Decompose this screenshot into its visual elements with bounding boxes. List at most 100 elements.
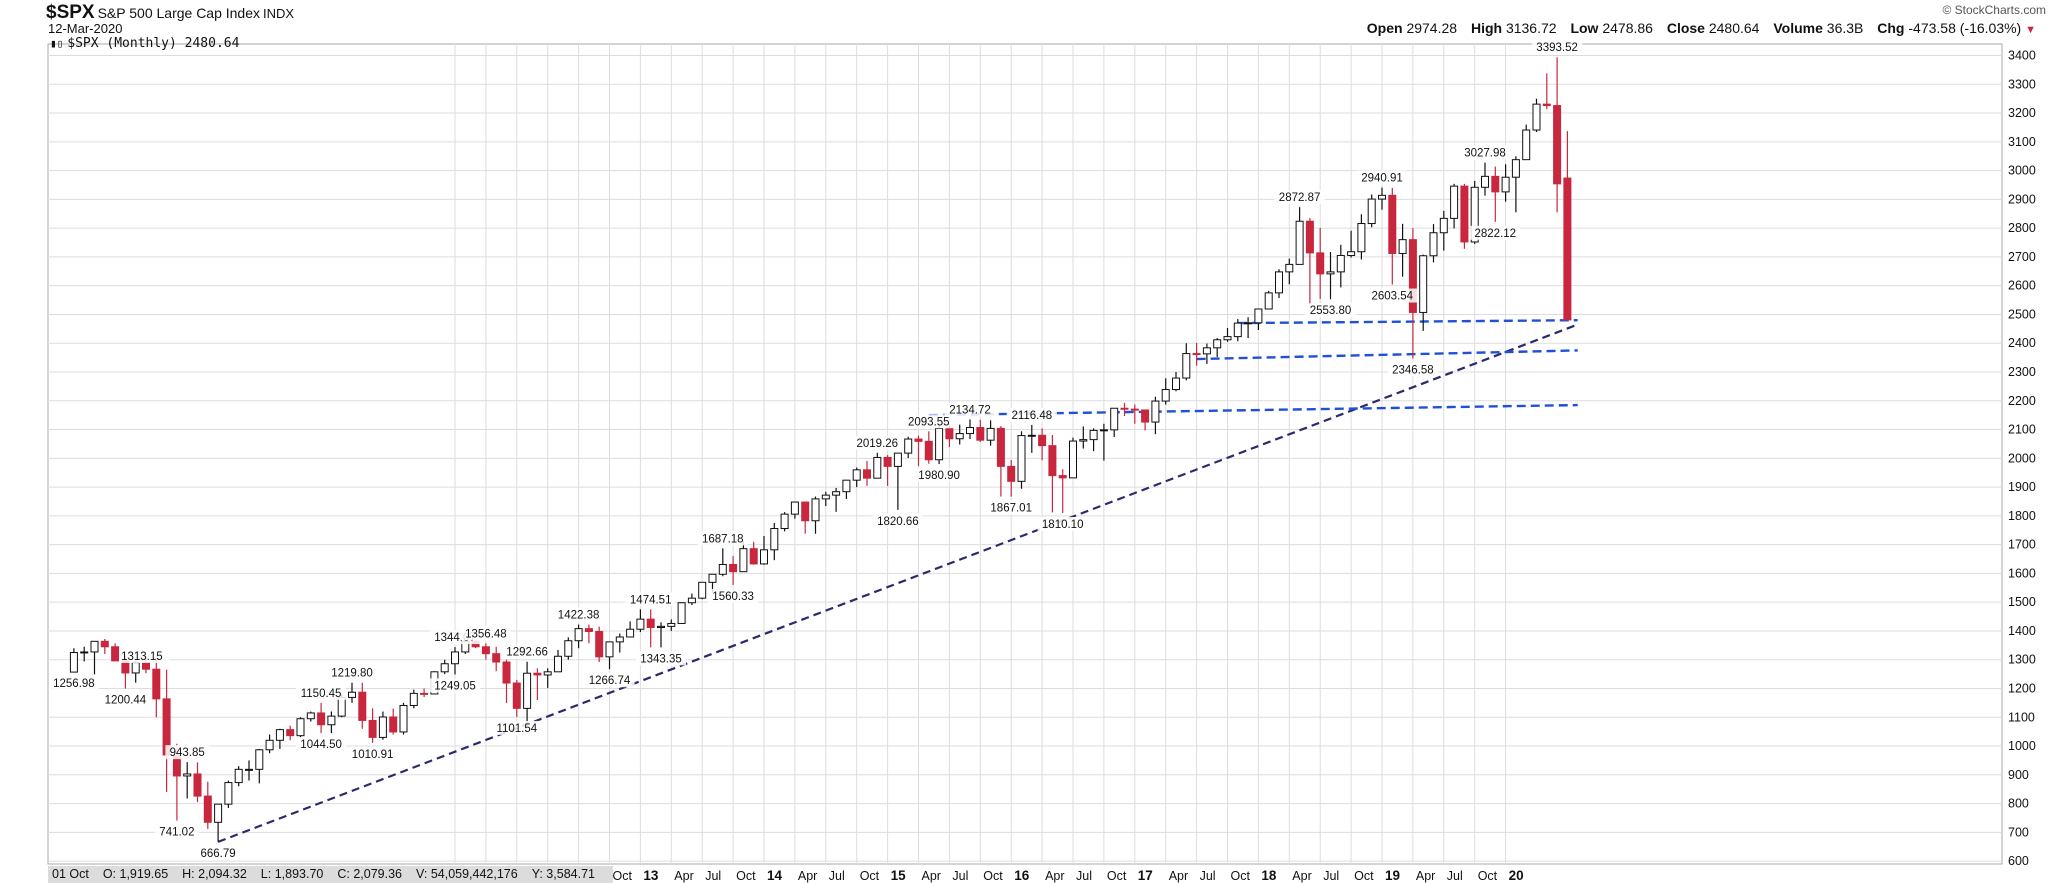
y-tick-label: 3000 [2008, 164, 2036, 178]
x-tick-label: Jul [1447, 869, 1463, 883]
annotation-bg [986, 500, 1037, 515]
x-tick-label: Oct [613, 869, 633, 883]
candle-body [90, 640, 99, 653]
candle-up [811, 496, 820, 534]
candle-up [893, 452, 902, 510]
price-annotation: 2603.54 [1372, 291, 1414, 303]
x-tick-label: Oct [1231, 869, 1251, 883]
price-annotation: 1200.44 [105, 694, 147, 706]
y-tick-label: 1300 [2008, 653, 2036, 667]
candle-up [966, 419, 974, 440]
candle-body [687, 597, 696, 604]
candle-up [1161, 378, 1170, 405]
candle-up [80, 646, 89, 662]
price-annotation: 1249.05 [434, 680, 476, 692]
candle-up [1027, 424, 1036, 453]
candle-body [1378, 194, 1386, 200]
crosshair-info-bar: 01 Oct O: 1,919.65 H: 2,094.32 L: 1,893.70 C… [48, 866, 613, 883]
y-tick-label: 1200 [2008, 681, 2036, 695]
candle-up [399, 702, 408, 735]
x-tick-label: Oct [860, 869, 880, 883]
x-tick-label: Oct [1478, 869, 1498, 883]
candle-down [1542, 73, 1551, 110]
candle-up [69, 648, 78, 673]
price-annotation: 1687.18 [702, 533, 744, 545]
candle-up [770, 523, 779, 561]
y-tick-label: 3200 [2008, 106, 2036, 120]
price-annotation: 1313.15 [121, 651, 163, 663]
candle-body [1213, 339, 1222, 349]
y-tick-label: 1900 [2008, 480, 2036, 494]
volume-label: Volume [1773, 20, 1823, 36]
candle-up [378, 711, 387, 740]
x-tick-label: 17 [1138, 868, 1153, 883]
candle-down [111, 643, 120, 662]
index-name: S&P 500 Large Cap Index [97, 5, 261, 21]
candle-down [1141, 409, 1150, 431]
annotation-bg [296, 685, 347, 700]
candle-down [584, 624, 593, 644]
annotation-bg [347, 746, 398, 761]
candle-up [1347, 230, 1356, 258]
candle-body [234, 768, 243, 784]
uptrend-line [217, 323, 1579, 843]
candle-up [1450, 183, 1459, 229]
candle-body [801, 501, 810, 522]
annotation-bg [460, 626, 511, 641]
candle-up [852, 467, 861, 488]
price-annotation: 1219.80 [331, 668, 373, 680]
candle-body [1305, 220, 1314, 254]
series-legend: ▮▯ $SPX (Monthly) 2480.64 [50, 36, 239, 51]
candle-body [183, 773, 192, 777]
candle-body [863, 469, 871, 479]
candle-body [337, 696, 346, 717]
candle-body [1532, 103, 1541, 131]
candle-up [1233, 319, 1242, 342]
candle-up [667, 619, 676, 631]
x-tick-label: Apr [1045, 869, 1064, 883]
annotation-bg [584, 673, 635, 688]
candle-up [1398, 223, 1407, 277]
candle-body [214, 803, 223, 823]
candle-down [1460, 183, 1469, 249]
candle-body [451, 651, 459, 665]
candle-down [502, 659, 511, 703]
y-tick-label: 3400 [2008, 49, 2036, 63]
candle-up [986, 420, 995, 446]
candle-body [378, 716, 387, 738]
candle-body [564, 640, 573, 657]
annotation-bg [1459, 145, 1511, 160]
candle-up [1419, 254, 1428, 331]
plot-frame [47, 43, 2003, 865]
annotation-bg [1356, 170, 1408, 185]
annotation-bg [625, 592, 676, 607]
candle-body [790, 501, 799, 515]
candle-down [595, 626, 604, 663]
y-axis: 600 700 800 900 1000 1100 1200 1300 1400 1500 1600… [2008, 49, 2036, 869]
candle-body [1027, 434, 1036, 437]
candle-down [152, 658, 161, 718]
candle-up [698, 581, 707, 600]
candle-body [275, 729, 284, 741]
open-label: Open [1366, 20, 1403, 36]
candle-body [481, 646, 490, 655]
candle-up [543, 668, 552, 688]
candle-down [1058, 469, 1067, 513]
candle-body [770, 528, 779, 551]
candle-body [760, 549, 768, 565]
annotation-bg [697, 531, 748, 546]
candle-body [595, 631, 604, 658]
info-high: H: 2,094.32 [182, 867, 247, 881]
candle-body [317, 712, 326, 726]
candle-body [935, 427, 944, 461]
candle-body [1491, 175, 1500, 193]
candle-up [1511, 156, 1520, 213]
annotation-bg [1037, 516, 1088, 531]
candle-body [636, 618, 645, 630]
x-tick-label: Jul [1200, 869, 1216, 883]
brand-watermark: © StockCharts.com [1942, 3, 2046, 17]
candle-body [1336, 254, 1345, 273]
candle-body [1522, 129, 1531, 161]
info-volume: V: 54,059,442,176 [416, 867, 518, 881]
